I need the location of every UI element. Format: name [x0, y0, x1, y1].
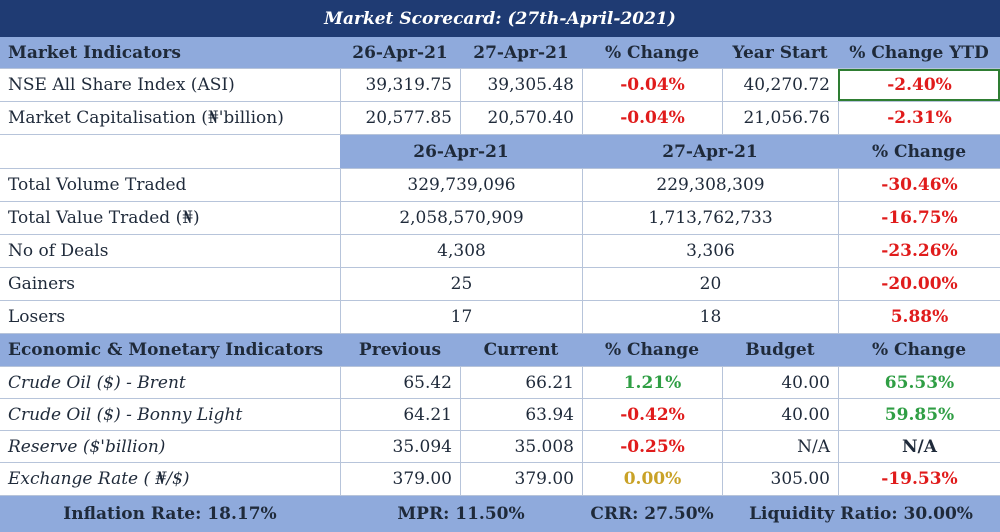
trading-header-d2: 27-Apr-21: [582, 135, 838, 168]
cell-previous: 65.42: [340, 367, 460, 398]
table-row: Reserve ($'billion) 35.094 35.008 -0.25%…: [0, 431, 1000, 463]
cell-d2: 39,305.48: [460, 69, 582, 101]
cell-change: 1.21%: [582, 367, 722, 398]
trading-header-change: % Change: [838, 135, 1000, 168]
row-label: Total Value Traded (₦): [8, 208, 200, 228]
market-header-row: Market Indicators 26-Apr-21 27-Apr-21 % …: [0, 37, 1000, 69]
cell-d1: 25: [340, 268, 582, 300]
table-row: Crude Oil ($) - Brent 65.42 66.21 1.21% …: [0, 367, 1000, 399]
cell-change: -16.75%: [838, 202, 1000, 234]
table-row: Gainers 25 20 -20.00%: [0, 268, 1000, 301]
economic-header-row: Economic & Monetary Indicators Previous …: [0, 334, 1000, 367]
cell-change: 0.00%: [582, 463, 722, 495]
cell-d2: 3,306: [582, 235, 838, 267]
cell-current: 379.00: [460, 463, 582, 495]
cell-change-2: 59.85%: [838, 399, 1000, 430]
cell-budget: 40.00: [722, 399, 838, 430]
economic-header-change: % Change: [604, 340, 700, 360]
table-row: NSE All Share Index (ASI) 39,319.75 39,3…: [0, 69, 1000, 102]
row-label: Reserve ($'billion): [8, 436, 166, 457]
row-label: Market Capitalisation (₦'billion): [8, 108, 284, 128]
cell-current: 66.21: [460, 367, 582, 398]
cell-change: -0.04%: [582, 102, 722, 134]
trading-header-blank: [0, 135, 340, 168]
row-label: Total Volume Traded: [8, 175, 187, 195]
cell-d2: 18: [582, 301, 838, 333]
cell-year-start: 21,056.76: [722, 102, 838, 134]
economic-header-label: Economic & Monetary Indicators: [8, 340, 324, 360]
market-header-d2: 27-Apr-21: [473, 42, 569, 63]
cell-ytd: -2.31%: [838, 102, 1000, 134]
market-header-d1: 26-Apr-21: [352, 42, 448, 63]
economic-header-budget: Budget: [745, 340, 815, 360]
row-label: Exchange Rate ( ₦/$): [8, 469, 190, 489]
cell-change-2: 65.53%: [838, 367, 1000, 398]
market-header-label: Market Indicators: [8, 42, 181, 63]
table-row: Crude Oil ($) - Bonny Light 64.21 63.94 …: [0, 399, 1000, 431]
cell-change: -20.00%: [838, 268, 1000, 300]
table-row: No of Deals 4,308 3,306 -23.26%: [0, 235, 1000, 268]
row-label: Gainers: [8, 274, 76, 294]
cell-d2: 1,713,762,733: [582, 202, 838, 234]
market-header-year-start: Year Start: [732, 42, 828, 63]
cell-change-2: -19.53%: [838, 463, 1000, 495]
inflation-rate: Inflation Rate: 18.17%: [63, 504, 277, 524]
cell-d2: 20,570.40: [460, 102, 582, 134]
cell-change: 5.88%: [838, 301, 1000, 333]
cell-previous: 64.21: [340, 399, 460, 430]
cell-d1: 4,308: [340, 235, 582, 267]
market-header-ytd: % Change YTD: [849, 42, 989, 63]
cell-d1: 20,577.85: [340, 102, 460, 134]
cell-previous: 35.094: [340, 431, 460, 462]
cell-current: 63.94: [460, 399, 582, 430]
cell-change: -23.26%: [838, 235, 1000, 267]
cell-d1: 329,739,096: [340, 169, 582, 201]
cell-d2: 20: [582, 268, 838, 300]
market-header-change: % Change: [604, 42, 700, 63]
cell-change: -30.46%: [838, 169, 1000, 201]
crr-rate: CRR: 27.50%: [590, 504, 714, 524]
liquidity-ratio: Liquidity Ratio: 30.00%: [749, 504, 973, 524]
mpr-rate: MPR: 11.50%: [397, 504, 525, 524]
row-label: Crude Oil ($) - Brent: [8, 372, 186, 393]
economic-header-previous: Previous: [358, 340, 442, 360]
title-bar: Market Scorecard: (27th-April-2021): [0, 0, 1000, 37]
trading-header-d1: 26-Apr-21: [340, 135, 582, 168]
cell-budget: 305.00: [722, 463, 838, 495]
cell-previous: 379.00: [340, 463, 460, 495]
cell-d1: 2,058,570,909: [340, 202, 582, 234]
cell-budget: N/A: [722, 431, 838, 462]
cell-change: -0.04%: [582, 69, 722, 101]
cell-change-2: N/A: [838, 431, 1000, 462]
scorecard-title: Market Scorecard: (27th-April-2021): [0, 0, 1000, 37]
cell-budget: 40.00: [722, 367, 838, 398]
row-label: Losers: [8, 307, 66, 327]
table-row: Market Capitalisation (₦'billion) 20,577…: [0, 102, 1000, 135]
cell-change: -0.25%: [582, 431, 722, 462]
trading-header-row: 26-Apr-21 27-Apr-21 % Change: [0, 135, 1000, 169]
row-label: Crude Oil ($) - Bonny Light: [8, 404, 243, 425]
cell-d1: 17: [340, 301, 582, 333]
table-row: Total Value Traded (₦) 2,058,570,909 1,7…: [0, 202, 1000, 235]
economic-header-current: Current: [483, 340, 559, 360]
table-row: Losers 17 18 5.88%: [0, 301, 1000, 334]
cell-change: -0.42%: [582, 399, 722, 430]
table-row: Exchange Rate ( ₦/$) 379.00 379.00 0.00%…: [0, 463, 1000, 496]
cell-d1: 39,319.75: [340, 69, 460, 101]
cell-year-start: 40,270.72: [722, 69, 838, 101]
footer-row: Inflation Rate: 18.17% MPR: 11.50% CRR: …: [0, 496, 1000, 532]
row-label: NSE All Share Index (ASI): [8, 75, 235, 95]
cell-current: 35.008: [460, 431, 582, 462]
cell-d2: 229,308,309: [582, 169, 838, 201]
table-row: Total Volume Traded 329,739,096 229,308,…: [0, 169, 1000, 202]
cell-ytd-selected[interactable]: -2.40%: [838, 69, 1000, 101]
economic-header-change-2: % Change: [871, 340, 967, 360]
row-label: No of Deals: [8, 241, 109, 261]
